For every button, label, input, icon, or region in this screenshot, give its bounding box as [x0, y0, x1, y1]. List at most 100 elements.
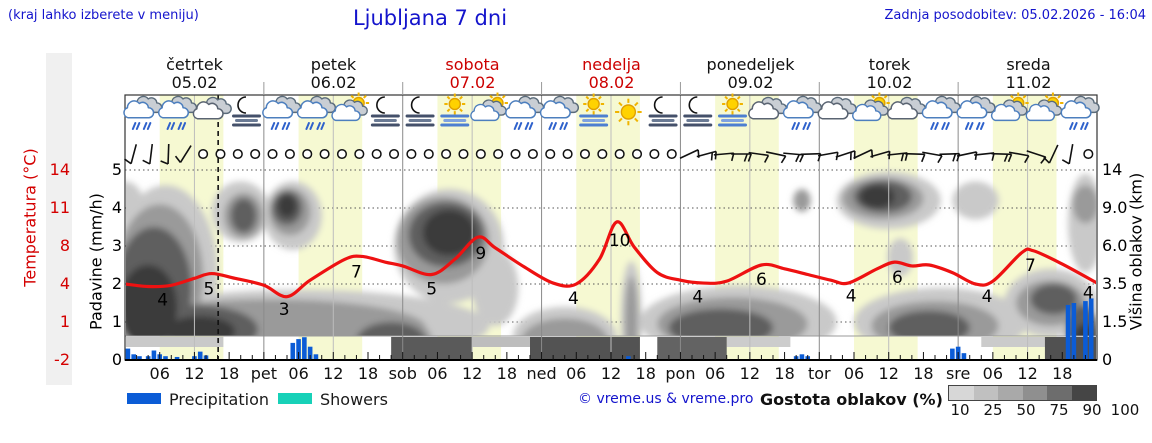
- svg-text:4: 4: [846, 287, 857, 307]
- ground-cloud-strips: [126, 337, 1096, 359]
- svg-text:sre: sre: [946, 364, 970, 383]
- axis-tick: 9.0: [1102, 198, 1128, 217]
- x-axis-labels: 06 12 18 06 12 18 06 12 18 06 12 18 06 12 18 06 12 18 06 12…: [150, 364, 1073, 383]
- cloud-density-gradient-bar: [948, 385, 1097, 401]
- svg-text:pon: pon: [665, 364, 695, 383]
- weather-icon-rain: [956, 95, 996, 130]
- axis-tick: 1: [111, 312, 122, 331]
- day-header: sreda 11.02: [1005, 55, 1052, 92]
- weather-icon-sunfog: [718, 93, 747, 127]
- svg-text:tor: tor: [808, 364, 831, 383]
- svg-text:9: 9: [475, 244, 486, 264]
- svg-text:5: 5: [203, 279, 214, 299]
- weather-icon-rain: [123, 95, 163, 130]
- day-header: četrtek 05.02: [166, 55, 223, 92]
- day-header: sobota 07.02: [445, 55, 500, 92]
- svg-text:7: 7: [1025, 256, 1036, 276]
- left-axis-strip: [46, 53, 72, 385]
- svg-text:12: 12: [462, 364, 482, 383]
- axis-tick: 3: [111, 236, 122, 255]
- axis-tick: 3.5: [1102, 274, 1128, 293]
- weather-icon-cloudsun: [990, 92, 1029, 122]
- axis-tick: 4: [111, 198, 122, 217]
- weather-icon-cloud: [192, 96, 232, 120]
- svg-text:06: 06: [150, 364, 170, 383]
- axis-tick: 0: [111, 350, 122, 369]
- axis-tick: 2: [111, 274, 122, 293]
- copyright-link[interactable]: © vreme.us & vreme.pro: [578, 391, 754, 407]
- axis-tick: 8: [59, 236, 70, 255]
- weather-icon-cloud: [817, 96, 857, 120]
- cloud-density-legend-label: Gostota oblakov (%): [760, 390, 943, 409]
- day-header: nedelja 08.02: [582, 55, 641, 92]
- svg-text:3: 3: [279, 300, 290, 320]
- weather-icon-rain: [505, 95, 545, 130]
- svg-text:12: 12: [740, 364, 760, 383]
- svg-text:18: 18: [1052, 364, 1072, 383]
- weather-icon-moonfog: [405, 96, 435, 127]
- axis-tick: 14: [49, 160, 70, 179]
- svg-text:18: 18: [913, 364, 933, 383]
- x-axis-ticks: [136, 352, 1086, 360]
- weather-icon-rain: [262, 95, 302, 130]
- page-title: Ljubljana 7 dni: [352, 6, 508, 30]
- svg-text:06: 06: [844, 364, 864, 383]
- axis-tick: 5: [111, 160, 122, 179]
- svg-text:12: 12: [601, 364, 621, 383]
- svg-text:06: 06: [705, 364, 725, 383]
- svg-text:18: 18: [219, 364, 239, 383]
- axis-tick: 4: [59, 274, 70, 293]
- svg-text:6: 6: [892, 268, 903, 288]
- weather-icon-cloudsun: [1025, 92, 1064, 122]
- svg-text:06: 06: [983, 364, 1003, 383]
- weather-icon-rain: [921, 95, 961, 130]
- svg-text:sob: sob: [389, 364, 417, 383]
- weather-icon-rain: [1060, 95, 1100, 130]
- svg-text:12: 12: [184, 364, 204, 383]
- axis-tick: 1.5: [1102, 312, 1128, 331]
- day-header: petek 06.02: [310, 55, 357, 92]
- precipitation-legend-label: Precipitation: [169, 390, 270, 409]
- svg-text:06: 06: [427, 364, 447, 383]
- svg-text:4: 4: [692, 287, 703, 307]
- svg-text:6: 6: [756, 270, 767, 290]
- weather-icon-rain: [539, 95, 580, 130]
- svg-text:pet: pet: [251, 364, 277, 383]
- day-boundary-lines: [263, 95, 959, 360]
- svg-text:12: 12: [1017, 364, 1037, 383]
- weather-icon-sunfog: [579, 93, 609, 127]
- weather-icon-sun: [615, 98, 642, 126]
- axis-tick: 14: [1102, 160, 1123, 179]
- svg-text:06: 06: [288, 364, 308, 383]
- temperature-curve: [126, 220, 1096, 299]
- svg-text:4: 4: [157, 291, 168, 311]
- wind-symbol-row: [124, 143, 1094, 165]
- weather-icon-row: [123, 92, 1100, 130]
- svg-text:12: 12: [879, 364, 899, 383]
- axis-tick: -2: [54, 350, 70, 369]
- weather-icon-sunfog: [440, 93, 470, 127]
- svg-text:12: 12: [323, 364, 343, 383]
- weather-icon-rain: [782, 95, 823, 130]
- weather-icon-cloudsun: [852, 92, 890, 122]
- weather-icon-cloudsun: [331, 92, 370, 122]
- svg-text:ned: ned: [527, 364, 557, 383]
- day-header-separators: [263, 82, 959, 95]
- last-update-text: Zadnja posodobitev: 05.02.2026 - 16:04: [884, 8, 1146, 23]
- svg-text:7: 7: [351, 262, 362, 282]
- weather-icon-moonfog: [232, 96, 261, 127]
- svg-text:18: 18: [497, 364, 517, 383]
- axis-tick: 6.0: [1102, 236, 1128, 255]
- svg-text:06: 06: [566, 364, 586, 383]
- weather-icon-rain: [296, 95, 337, 130]
- axis-tick: 11: [49, 198, 70, 217]
- axis-tick: 1: [59, 312, 70, 331]
- temperature-value-labels: 4 5 3 7 5 9 4 10 4 6 4 6 4 7 4: [157, 231, 1094, 320]
- showers-legend-label: Showers: [320, 390, 388, 409]
- menu-hint-text: (kraj lahko izberete v meniju): [8, 8, 199, 23]
- weather-icon-cloud: [886, 96, 927, 120]
- svg-text:18: 18: [358, 364, 378, 383]
- legend-row: Precipitation Showers © vreme.us & vreme…: [0, 385, 1152, 420]
- svg-text:10: 10: [609, 231, 631, 251]
